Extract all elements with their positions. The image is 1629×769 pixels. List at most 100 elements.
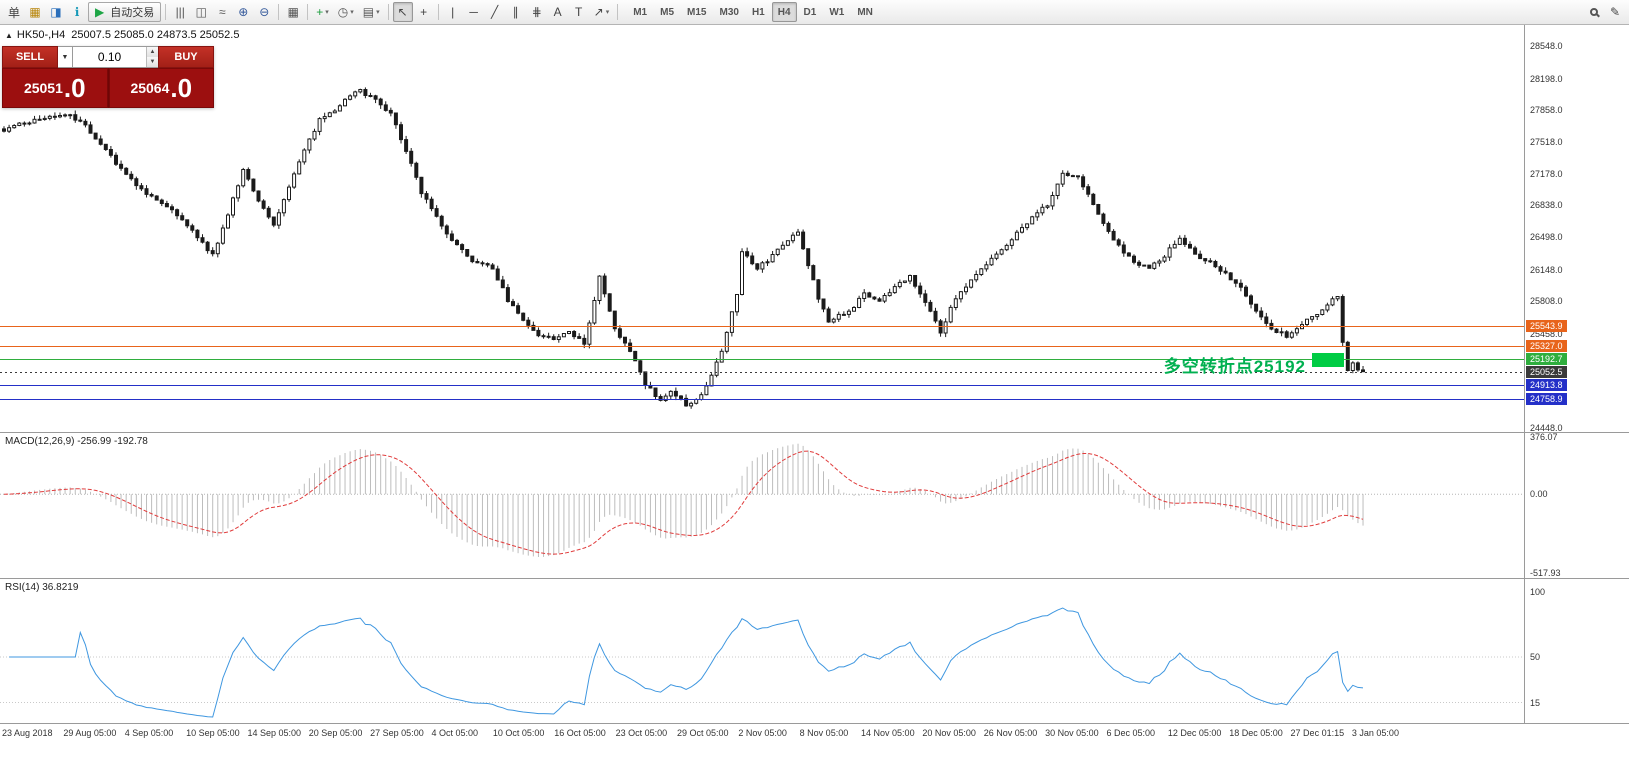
tile-windows-icon-button[interactable]: ▦ — [283, 2, 303, 22]
edit-icon[interactable]: ✎ — [1609, 5, 1621, 19]
autotrade-label: 自动交易 — [110, 7, 155, 19]
trade-panel-prices: 25051.0 25064.0 — [2, 68, 214, 108]
time-axis-label: 23 Oct 05:00 — [615, 728, 668, 738]
toolbar-separator — [278, 4, 280, 20]
volume-field: ▲ ▼ — [73, 46, 158, 68]
rsi-scale-label: 15 — [1530, 697, 1541, 708]
timeframe-d1-button[interactable]: D1 — [803, 6, 817, 18]
toolbar-separator — [617, 4, 619, 20]
rsi-scale-label: 100 — [1530, 587, 1546, 597]
time-axis-label: 23 Aug 2018 — [2, 728, 53, 738]
time-axis-label: 29 Oct 05:00 — [676, 728, 729, 738]
vertical-line-icon-button[interactable]: | — [443, 2, 463, 22]
toolbar: 单 ▦ ◨ ℹ ▶ 自动交易 ||| ◫ ≈ ⊕ ⊖ ▦ + ▾ ◷ ▾ ▤ ▾ ↖ + | ─ ╱ ∥ ⋕ A T ↗ ▾ M1 M5 M… — [0, 0, 1629, 25]
timeframe-m15-button[interactable]: M15 — [687, 6, 707, 18]
search-icon[interactable] — [1584, 2, 1604, 22]
data-window-icon-button[interactable]: ℹ — [67, 2, 87, 22]
toolbar-separator — [307, 4, 309, 20]
templates-icon: ▤ — [362, 5, 375, 19]
profiles-icon-button[interactable]: ◨ — [46, 2, 66, 22]
autotrade-icon: ▶ — [95, 5, 105, 19]
time-axis-label: 20 Sep 05:00 — [308, 728, 363, 738]
cursor-icon-button[interactable]: ↖ — [392, 2, 413, 22]
sell-button[interactable]: SELL — [2, 46, 58, 68]
sell-price-display[interactable]: 25051.0 — [2, 68, 108, 108]
horizontal-line-icon-button[interactable]: ─ — [464, 2, 484, 22]
time-axis-label: 8 Nov 05:00 — [799, 728, 849, 738]
chart-header: ▲ HK50-,H4 25007.5 25085.0 24873.5 25052.5 — [5, 29, 239, 41]
time-axis-label: 6 Dec 05:00 — [1106, 728, 1156, 738]
volume-increase-button[interactable]: ▲ — [147, 47, 158, 57]
cursor-icon: ↖ — [397, 5, 408, 19]
price-level-tag[interactable]: 25052.5 — [1526, 365, 1567, 378]
volume-input[interactable] — [73, 47, 158, 67]
price-scale-label: 27858.0 — [1530, 105, 1563, 116]
volume-decrease-button[interactable]: ▼ — [147, 57, 158, 67]
zoom-in-icon-button[interactable]: ⊕ — [233, 2, 253, 22]
time-axis-label: 12 Dec 05:00 — [1167, 728, 1222, 738]
timeframe-w1-button[interactable]: W1 — [829, 6, 845, 18]
time-axis-label: 27 Sep 05:00 — [370, 728, 424, 738]
line-chart-mode-icon-button[interactable]: ≈ — [212, 2, 232, 22]
price-level-tag[interactable]: 24913.8 — [1526, 378, 1567, 391]
timeframe-m30-button[interactable]: M30 — [719, 6, 739, 18]
volume-dropdown-button[interactable]: ▼ — [58, 46, 73, 68]
text-tool-icon-button[interactable]: A — [548, 2, 568, 22]
timeframe-m5-button[interactable]: M5 — [660, 6, 675, 18]
tile-windows-icon: ▦ — [287, 5, 299, 19]
price-level-tag[interactable]: 25192.7 — [1526, 352, 1567, 365]
price-level-tag[interactable]: 25543.9 — [1526, 319, 1567, 332]
text-label-icon-button[interactable]: T — [569, 2, 589, 22]
time-axis-label: 26 Nov 05:00 — [983, 728, 1038, 738]
timeframe-m1-button[interactable]: M1 — [633, 6, 648, 18]
price-scale-label: 26148.0 — [1530, 264, 1563, 275]
buy-price-display[interactable]: 25064.0 — [108, 68, 214, 108]
bar-chart-mode-icon-button[interactable]: ||| — [170, 2, 190, 22]
time-axis-label: 4 Sep 05:00 — [124, 728, 174, 738]
annotation-rectangle[interactable] — [1312, 353, 1344, 367]
horizontal-line-icon: ─ — [469, 5, 478, 19]
arrows-tool-icon-button[interactable]: ↗ ▾ — [590, 2, 614, 22]
trendline-icon-button[interactable]: ╱ — [485, 2, 505, 22]
autotrade-button[interactable]: ▶ 自动交易 — [88, 2, 162, 22]
chart-symbol-title: HK50-,H4 — [16, 29, 66, 41]
chevron-down-icon: ▼ — [61, 53, 69, 61]
templates-icon-button[interactable]: ▤ ▾ — [359, 2, 384, 22]
crosshair-icon-button[interactable]: + — [414, 2, 434, 22]
buy-button[interactable]: BUY — [158, 46, 214, 68]
arrows-tool-icon: ↗ — [593, 5, 604, 19]
collapse-arrow-icon[interactable]: ▲ — [5, 31, 13, 40]
bar-chart-mode-icon: ||| — [175, 5, 185, 19]
timeframe-h4-button[interactable]: H4 — [771, 2, 797, 22]
price-scale-label: 28198.0 — [1530, 73, 1563, 84]
new-chart-icon-button[interactable]: ▦ — [25, 2, 45, 22]
time-axis-label: 14 Sep 05:00 — [247, 728, 301, 738]
rsi-indicator-label: RSI(14) 36.8219 — [5, 582, 79, 593]
new-order-button[interactable]: 单 — [4, 2, 24, 22]
price-scale-label: 28548.0 — [1530, 40, 1563, 51]
fibonacci-icon-button[interactable]: ⋕ — [527, 2, 547, 22]
periods-icon-button[interactable]: ◷ ▾ — [334, 2, 358, 22]
toolbar-separator — [165, 4, 167, 20]
price-scale-label: 24448.0 — [1530, 422, 1563, 433]
zoom-out-icon-button[interactable]: ⊖ — [254, 2, 274, 22]
indicators-icon-button[interactable]: + ▾ — [312, 2, 333, 22]
price-level-tag[interactable]: 25327.0 — [1526, 340, 1567, 353]
time-axis-label: 14 Nov 05:00 — [861, 728, 915, 738]
annotation-text[interactable]: 多空转折点25192 — [1163, 357, 1306, 376]
chevron-down-icon: ▾ — [350, 9, 354, 16]
price-level-tag[interactable]: 24758.9 — [1526, 393, 1567, 406]
time-axis-label: 18 Dec 05:00 — [1229, 728, 1283, 738]
equidistant-channel-icon-button[interactable]: ∥ — [506, 2, 526, 22]
timeframe-mn-button[interactable]: MN — [857, 6, 873, 18]
price-scale-label: 27518.0 — [1530, 136, 1563, 147]
timeframe-h1-button[interactable]: H1 — [751, 6, 765, 18]
chevron-down-icon: ▾ — [376, 9, 380, 16]
chart-ohlc-values: 25007.5 25085.0 24873.5 25052.5 — [71, 29, 240, 41]
zoom-out-icon: ⊖ — [259, 5, 270, 19]
vertical-line-icon: | — [451, 5, 455, 19]
candlestick-mode-icon-button[interactable]: ◫ — [191, 2, 211, 22]
equidistant-channel-icon: ∥ — [512, 5, 519, 19]
